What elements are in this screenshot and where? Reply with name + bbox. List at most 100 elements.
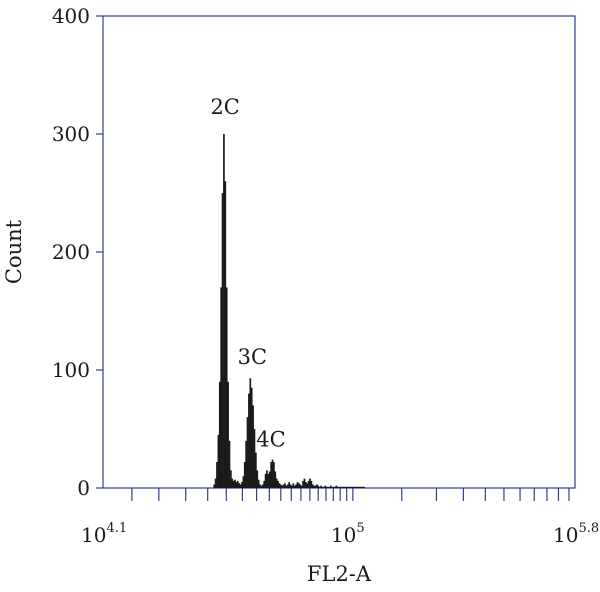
histogram-bar <box>246 417 249 488</box>
histogram-bar <box>328 486 331 488</box>
histogram-bar <box>270 462 272 488</box>
histogram-bar <box>314 485 317 488</box>
histogram-bar <box>228 440 231 488</box>
histogram-bar <box>341 486 343 488</box>
histogram-bar <box>296 482 299 488</box>
histogram-bar <box>307 480 310 488</box>
histogram-bar <box>231 478 234 488</box>
histogram-bar <box>292 483 295 488</box>
peak-label: 2C <box>210 95 239 119</box>
histogram-bar <box>289 484 292 488</box>
histogram-bar <box>271 459 274 488</box>
histogram-bar <box>345 486 347 488</box>
histogram-bar <box>220 287 222 488</box>
histogram-bar <box>278 483 281 488</box>
histogram-bar <box>245 440 247 488</box>
histogram-bar <box>343 486 346 488</box>
histogram-bar <box>227 381 229 488</box>
histogram-bar <box>339 486 342 488</box>
histogram-bar <box>361 486 364 488</box>
histogram-bar <box>267 473 270 488</box>
histogram-bar <box>359 486 361 488</box>
histogram-bar <box>260 485 263 488</box>
histogram-bar <box>242 476 245 488</box>
histogram-bar <box>234 479 236 488</box>
histogram-bar <box>299 484 302 488</box>
histogram-bars <box>213 134 365 488</box>
histogram-bar <box>332 486 335 488</box>
x-tick-label: 105 <box>331 521 365 547</box>
histogram-bar <box>221 193 224 488</box>
histogram-bar <box>325 486 328 488</box>
peak-label: 3C <box>238 345 267 369</box>
histogram-bar <box>284 483 286 488</box>
histogram-bar <box>223 134 225 488</box>
histogram-bar <box>360 486 363 488</box>
histogram-bar <box>250 387 253 488</box>
histogram-bar <box>346 486 349 488</box>
histogram-bar <box>224 181 227 488</box>
y-axis-title: Count <box>2 219 26 284</box>
histogram-bar <box>213 484 216 488</box>
histogram-bar <box>217 434 220 488</box>
histogram-bar <box>253 429 256 488</box>
histogram-bar <box>293 485 296 488</box>
plot-area <box>102 15 576 489</box>
y-tick-label: 200 <box>52 240 90 264</box>
histogram-bar <box>309 478 311 488</box>
histogram-bar <box>350 486 353 488</box>
histogram-bar <box>288 482 291 488</box>
histogram-bar <box>342 486 345 488</box>
histogram-bar <box>354 486 357 488</box>
histogram-bar <box>324 485 327 488</box>
histogram-bar <box>310 480 313 488</box>
x-tick-label: 104.1 <box>81 521 127 547</box>
histogram-bar <box>236 480 239 488</box>
histogram-bar <box>277 480 279 488</box>
histogram-bar <box>317 485 320 488</box>
histogram-bar <box>281 485 284 488</box>
x-axis-title: FL2-A <box>307 562 372 586</box>
histogram-bar <box>268 471 271 488</box>
y-tick-label: 100 <box>52 358 90 382</box>
histogram-bar <box>298 483 300 488</box>
histogram-bar <box>243 462 246 488</box>
histogram-bar <box>291 485 293 488</box>
histogram-bar <box>241 482 243 488</box>
histogram-bar <box>338 486 340 488</box>
histogram-bar <box>230 470 232 488</box>
histogram-bar <box>264 473 267 488</box>
y-tick-label: 0 <box>77 476 90 500</box>
histogram-bar <box>357 486 360 488</box>
histogram-bar <box>273 462 275 488</box>
histogram-bar <box>214 478 217 488</box>
histogram-bar <box>282 484 285 488</box>
histogram-bar <box>275 478 278 488</box>
histogram-bar <box>286 484 289 488</box>
histogram-bar <box>235 482 238 488</box>
histogram-bar <box>303 478 306 488</box>
y-axis-ticks: 0 100 200 300 400 <box>52 4 103 500</box>
histogram-bar <box>257 479 260 488</box>
histogram-bar <box>304 482 307 488</box>
histogram-bar <box>320 485 322 488</box>
histogram-bar <box>266 470 268 488</box>
y-tick-label: 300 <box>52 122 90 146</box>
histogram-bar <box>238 483 241 488</box>
histogram-bar <box>256 470 259 488</box>
histogram-bar <box>306 483 309 488</box>
histogram-bar <box>335 485 338 488</box>
peak-label: 4C <box>256 428 285 452</box>
histogram-bar <box>249 378 252 488</box>
histogram-bar <box>252 405 254 488</box>
histogram-bar <box>274 471 277 488</box>
histogram-bar <box>302 480 304 488</box>
histogram-bar <box>316 484 318 488</box>
histogram-bar <box>232 480 235 488</box>
histogram-bar <box>295 484 297 488</box>
histogram-bar <box>285 485 288 488</box>
histogram-bar <box>259 484 261 488</box>
x-axis-ticks: 104.1 105 105.8 <box>81 488 599 547</box>
histogram-bar <box>353 486 356 488</box>
